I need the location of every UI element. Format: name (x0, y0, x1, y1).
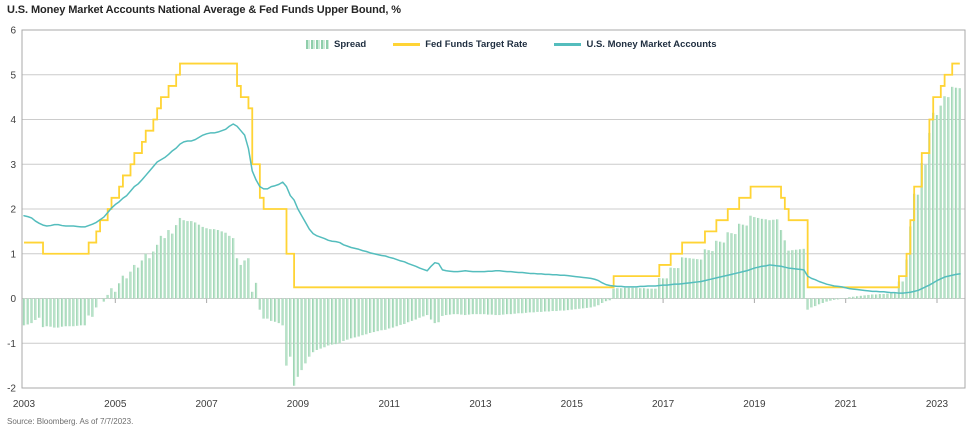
svg-text:2021: 2021 (835, 399, 858, 410)
svg-text:2017: 2017 (652, 399, 675, 410)
svg-text:4: 4 (10, 115, 16, 126)
svg-text:0: 0 (10, 294, 16, 305)
svg-text:2007: 2007 (195, 399, 218, 410)
svg-text:2023: 2023 (926, 399, 949, 410)
svg-text:6: 6 (10, 26, 16, 37)
legend-label: Fed Funds Target Rate (425, 39, 528, 50)
fed-funds-line-swatch-icon (393, 43, 421, 46)
svg-text:5: 5 (10, 70, 16, 81)
svg-text:2011: 2011 (378, 399, 400, 410)
svg-text:2015: 2015 (561, 399, 584, 410)
legend-label: U.S. Money Market Accounts (586, 39, 717, 50)
legend-item-spread: Spread (306, 39, 366, 50)
svg-text:1: 1 (10, 249, 16, 260)
chart-title: U.S. Money Market Accounts National Aver… (7, 4, 401, 16)
svg-text:2013: 2013 (469, 399, 492, 410)
chart-legend: Spread Fed Funds Target Rate U.S. Money … (306, 39, 717, 50)
svg-text:2: 2 (10, 205, 16, 216)
svg-text:-1: -1 (7, 339, 16, 350)
svg-text:2019: 2019 (743, 399, 766, 410)
spread-bar-swatch-icon (306, 40, 329, 49)
svg-text:-2: -2 (7, 384, 16, 395)
legend-label: Spread (334, 39, 367, 50)
legend-item-mma: U.S. Money Market Accounts (554, 39, 717, 50)
mma-line-swatch-icon (554, 43, 582, 46)
svg-text:2003: 2003 (13, 399, 36, 410)
svg-text:2005: 2005 (104, 399, 127, 410)
svg-text:2009: 2009 (287, 399, 310, 410)
svg-text:3: 3 (10, 160, 16, 171)
legend-item-fed-funds: Fed Funds Target Rate (393, 39, 527, 50)
source-note: Source: Bloomberg. As of 7/7/2023. (7, 417, 134, 426)
